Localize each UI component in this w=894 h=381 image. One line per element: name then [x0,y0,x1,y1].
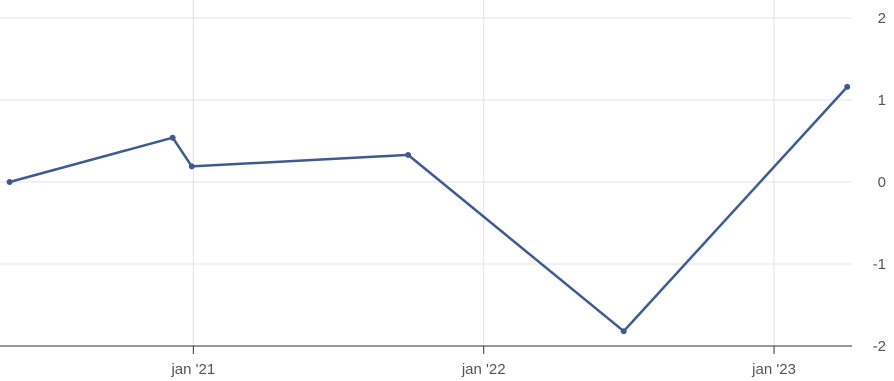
data-point[interactable] [6,179,13,185]
y-tick-label: -2 [873,338,886,355]
data-point[interactable] [188,163,195,170]
data-point[interactable] [844,83,851,90]
y-tick-label: 2 [878,10,886,27]
x-tick-label: jan '23 [751,361,796,378]
x-axis: jan '21 jan '22 jan '23 [0,345,852,378]
grid [0,0,852,346]
y-tick-label: -1 [873,256,886,273]
x-tick-label: jan '21 [170,361,215,378]
y-axis-ticks: 2 1 0 -1 -2 [873,10,886,355]
data-point[interactable] [620,328,627,335]
data-point[interactable] [169,134,176,141]
series-layer [6,83,851,335]
data-point[interactable] [405,151,412,158]
y-tick-label: 1 [878,92,886,109]
x-tick-label: jan '22 [461,361,506,378]
series-line [8,85,849,333]
y-tick-label: 0 [878,174,886,191]
